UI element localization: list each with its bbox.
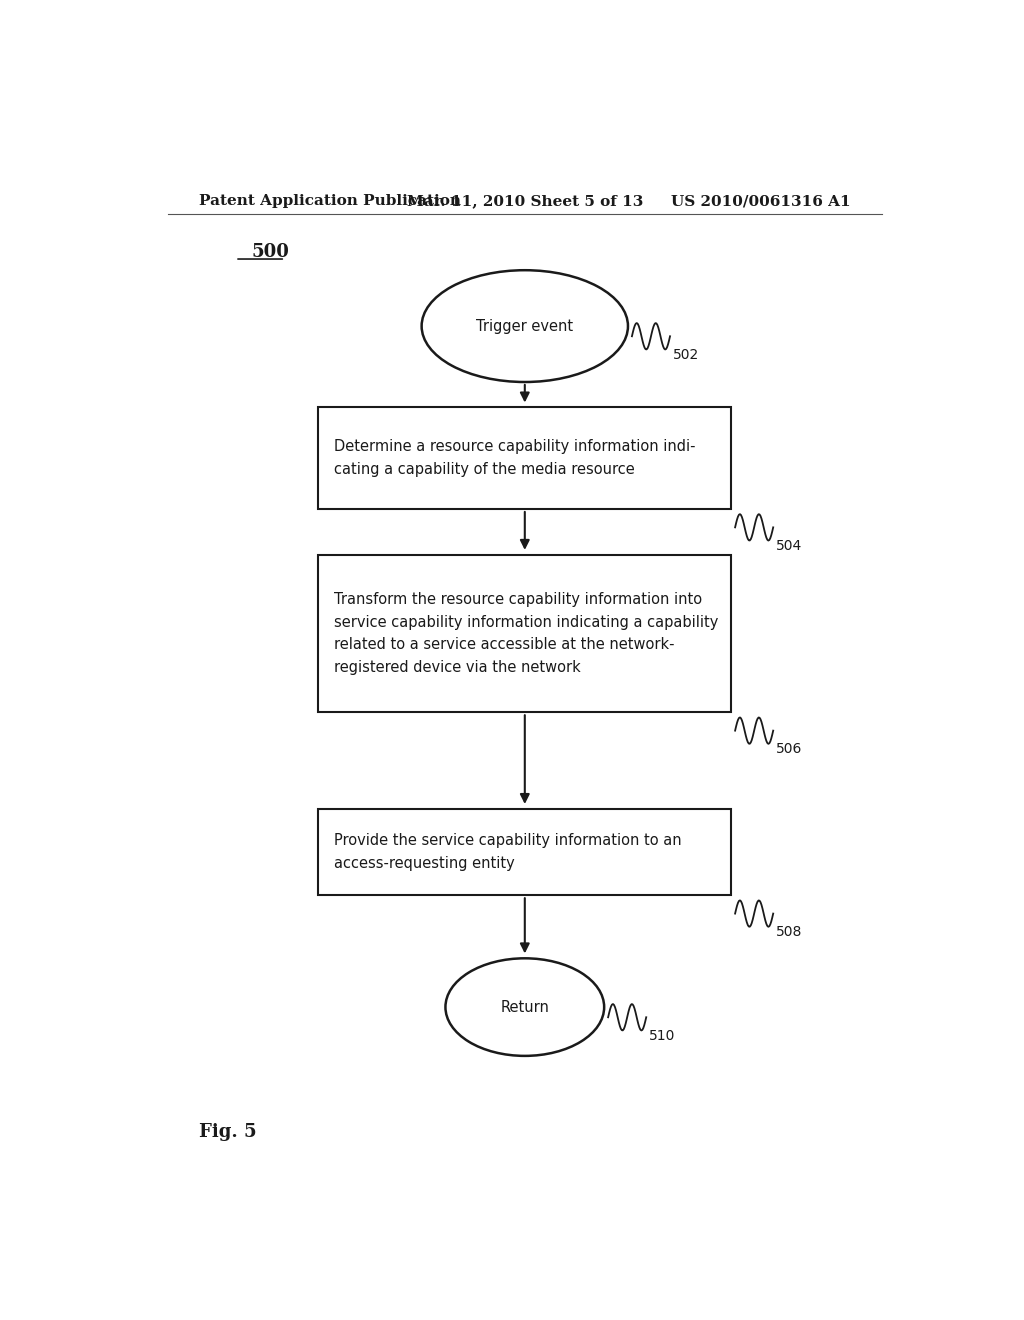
Bar — [318, 809, 731, 895]
Text: Determine a resource capability information indi-
cating a capability of the med: Determine a resource capability informat… — [334, 440, 696, 477]
Bar — [318, 554, 731, 713]
Text: Return: Return — [501, 999, 549, 1015]
Text: 510: 510 — [649, 1028, 676, 1043]
Text: Provide the service capability information to an
access-requesting entity: Provide the service capability informati… — [334, 833, 682, 871]
Text: Mar. 11, 2010 Sheet 5 of 13: Mar. 11, 2010 Sheet 5 of 13 — [407, 194, 643, 209]
Text: Patent Application Publication: Patent Application Publication — [200, 194, 462, 209]
Text: 504: 504 — [776, 539, 803, 553]
Text: Transform the resource capability information into
service capability informatio: Transform the resource capability inform… — [334, 591, 719, 676]
Text: US 2010/0061316 A1: US 2010/0061316 A1 — [671, 194, 850, 209]
Text: 506: 506 — [776, 742, 803, 756]
Text: 500: 500 — [251, 243, 289, 261]
Text: 502: 502 — [673, 347, 699, 362]
Text: Trigger event: Trigger event — [476, 318, 573, 334]
Text: Fig. 5: Fig. 5 — [200, 1123, 257, 1140]
Bar — [318, 408, 731, 510]
Text: 508: 508 — [776, 925, 803, 939]
